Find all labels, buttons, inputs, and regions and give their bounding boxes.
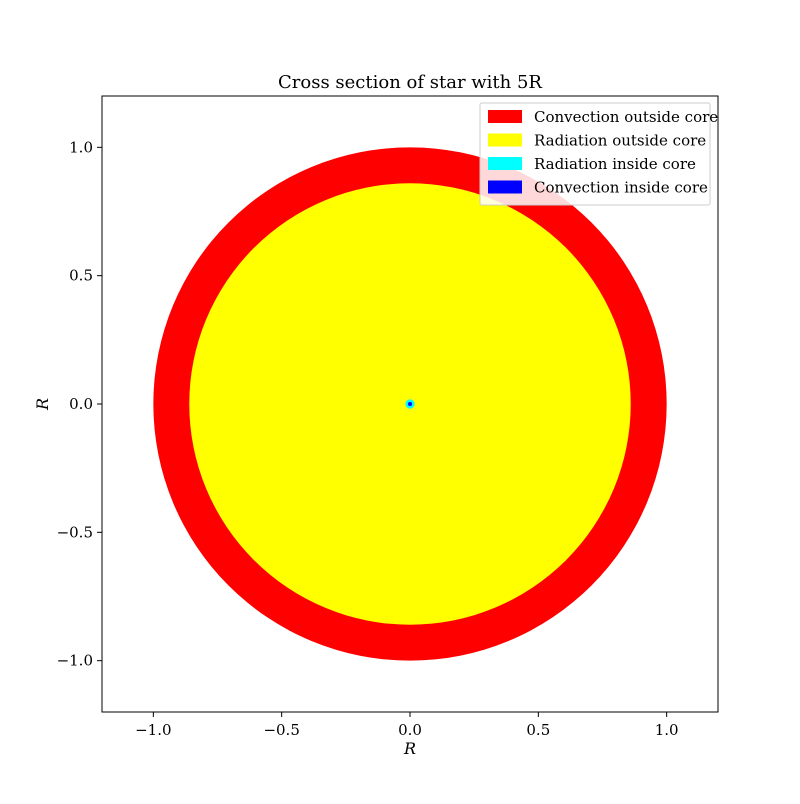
x-axis-label: R bbox=[403, 739, 416, 758]
legend: Convection outside core Radiation outside… bbox=[479, 102, 718, 206]
x-axis-ticks: −1.0 −0.5 0.0 0.5 1.0 bbox=[135, 712, 679, 739]
y-axis-label: R bbox=[33, 398, 52, 411]
y-tick-label: −1.0 bbox=[57, 652, 93, 670]
legend-swatch bbox=[488, 133, 522, 147]
legend-box bbox=[479, 102, 711, 206]
chart-title: Cross section of star with 5R bbox=[278, 72, 542, 93]
x-tick-label: −0.5 bbox=[263, 721, 299, 739]
x-tick-label: 1.0 bbox=[655, 721, 679, 739]
legend-label: Convection outside core bbox=[534, 108, 718, 126]
legend-label: Radiation outside core bbox=[534, 132, 706, 150]
legend-label: Radiation inside core bbox=[534, 155, 696, 173]
legend-swatch bbox=[488, 110, 522, 123]
shell-convection-inside-core bbox=[407, 401, 413, 407]
y-tick-label: 0.0 bbox=[69, 395, 93, 413]
y-axis-ticks: −1.0 −0.5 0.0 0.5 1.0 bbox=[57, 138, 102, 670]
y-tick-label: 0.5 bbox=[69, 267, 93, 285]
legend-swatch bbox=[488, 180, 522, 194]
shells-layer bbox=[153, 147, 667, 661]
x-tick-label: 0.0 bbox=[398, 721, 422, 739]
y-tick-label: 1.0 bbox=[69, 138, 93, 156]
legend-label: Convection inside core bbox=[534, 179, 708, 197]
x-tick-label: 0.5 bbox=[526, 721, 550, 739]
y-tick-label: −0.5 bbox=[57, 523, 93, 541]
x-tick-label: −1.0 bbox=[135, 721, 171, 739]
legend-swatch bbox=[488, 157, 522, 170]
